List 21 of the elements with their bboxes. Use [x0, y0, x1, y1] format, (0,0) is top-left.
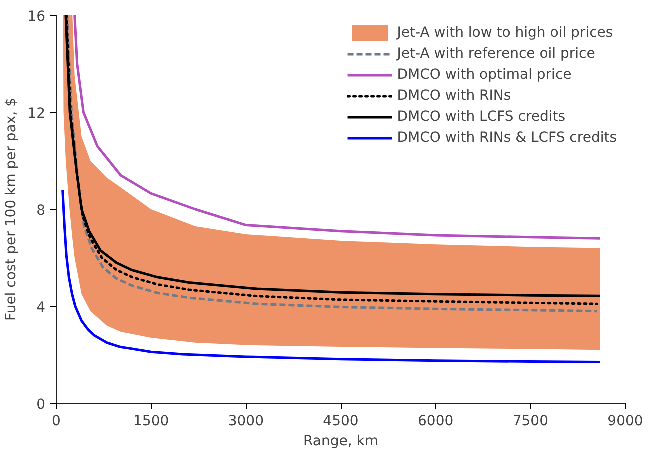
x-axis-title: Range, km [303, 434, 379, 450]
x-tick-label: 0 [52, 414, 61, 430]
y-tick-label: 16 [28, 9, 46, 25]
x-tick-label: 1500 [134, 414, 170, 430]
line-series [62, 188, 602, 364]
legend-label: DMCO with optimal price [397, 67, 572, 83]
x-tick-label: 6000 [418, 414, 454, 430]
legend-label: DMCO with RINs [397, 88, 512, 104]
x-tick-label: 7500 [512, 414, 548, 430]
legend-label: Jet-A with low to high oil prices [397, 25, 614, 41]
legend-label: Jet-A with reference oil price [397, 46, 596, 62]
y-tick-label: 12 [28, 106, 46, 122]
x-tick-label: 4500 [323, 414, 359, 430]
legend-label: DMCO with LCFS credits [397, 109, 566, 125]
y-axis-title: Fuel cost per 100 km per pax, $ [4, 98, 20, 321]
y-tick-label: 4 [36, 300, 46, 316]
y-tick-label: 0 [36, 397, 46, 413]
x-tick-label: 3000 [228, 414, 264, 430]
x-tick-label: 9000 [608, 414, 644, 430]
y-tick-label: 8 [36, 203, 46, 219]
legend-label: DMCO with RINs & LCFS credits [397, 130, 617, 146]
